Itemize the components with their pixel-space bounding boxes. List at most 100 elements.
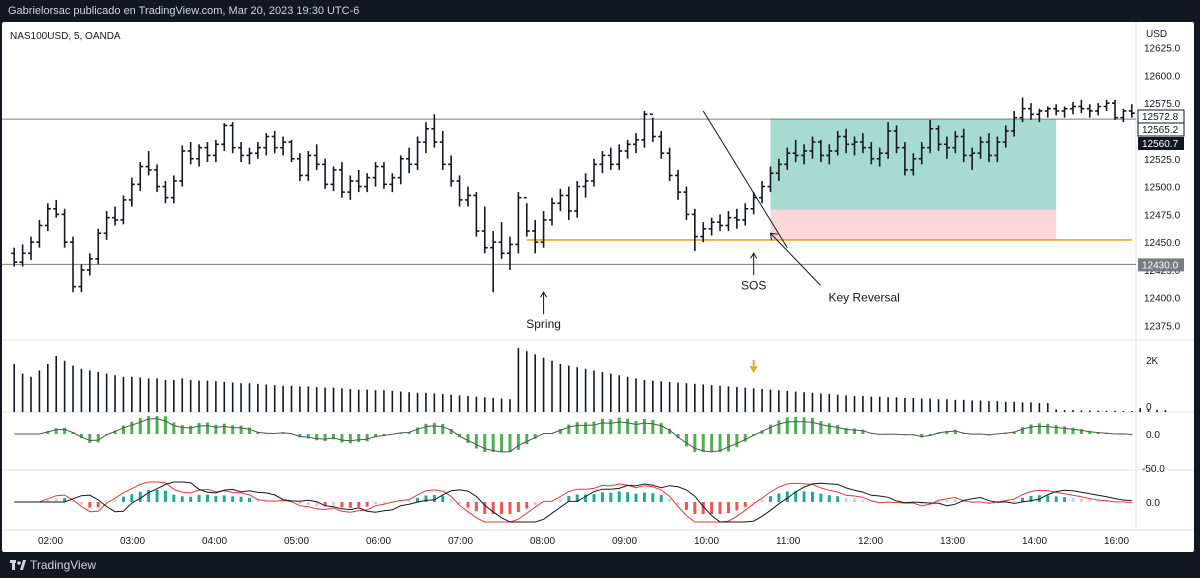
ohlc-bar — [36, 219, 43, 248]
macd-signal-line — [14, 418, 1132, 453]
ohlc-bar — [1011, 110, 1018, 137]
time-tick-label: 05:00 — [284, 536, 309, 547]
ohlc-bar — [28, 236, 35, 260]
ohlc-bar — [700, 222, 707, 243]
time-tick-label: 11:00 — [776, 536, 801, 547]
ohlc-bar — [414, 136, 421, 170]
ohlc-bar — [1120, 108, 1127, 123]
price-tick-label: 12475.0 — [1144, 210, 1181, 221]
ohlc-bar — [641, 110, 648, 148]
ohlc-bar — [817, 139, 824, 163]
ohlc-bar — [901, 142, 908, 176]
time-tick-label: 13:00 — [940, 536, 965, 547]
ohlc-bar — [994, 136, 1001, 163]
ohlc-bar — [523, 196, 530, 237]
ohlc-bar — [95, 228, 102, 265]
ohlc-bar — [380, 162, 387, 189]
ohlc-bar — [834, 130, 841, 156]
ohlc-bar — [305, 150, 312, 181]
ohlc-bar — [464, 186, 471, 207]
ohlc-bar — [389, 173, 396, 193]
price-chart[interactable]: Spring SOS Key Reversal 12625.0 12600.0 1257… — [2, 22, 1194, 552]
ohlc-bar — [943, 136, 950, 159]
ohlc-bar — [1027, 103, 1034, 120]
chart-panel: Spring SOS Key Reversal 12625.0 12600.0 1257… — [2, 22, 1194, 552]
price-tick-label: 12450.0 — [1144, 238, 1181, 249]
ohlc-bar — [935, 125, 942, 151]
ohlc-bar — [397, 155, 404, 185]
attribution-text: Gabrielorsac publicado en TradingView.co… — [8, 5, 360, 17]
ohlc-bar — [506, 236, 513, 270]
ohlc-bar — [439, 130, 446, 170]
volume-axis-label: 2K — [1146, 356, 1159, 367]
ohlc-bar — [338, 162, 345, 198]
time-tick-label: 09:00 — [612, 536, 637, 547]
price-label-value: 12560.7 — [1142, 139, 1179, 150]
ohlc-bar — [355, 169, 362, 193]
trend-line — [702, 110, 788, 248]
price-label-value: 12430.0 — [1142, 260, 1179, 271]
ohlc-bar — [591, 158, 598, 187]
ohlc-bar — [322, 158, 329, 189]
footer-brand: TradingView — [30, 558, 97, 572]
ohlc-bar — [498, 222, 505, 259]
ohlc-bar — [1086, 104, 1093, 118]
ohlc-bar — [607, 147, 614, 170]
price-tick-label: 12525.0 — [1144, 155, 1181, 166]
time-tick-label: 12:00 — [858, 536, 883, 547]
ohlc-bar — [515, 192, 522, 254]
ohlc-bar — [666, 147, 673, 181]
ohlc-bar — [557, 188, 564, 212]
ohlc-bar — [1128, 104, 1135, 118]
ohlc-bar — [1111, 99, 1118, 120]
ohlc-bar — [179, 145, 186, 187]
time-tick-label: 02:00 — [38, 536, 63, 547]
ohlc-bar — [985, 133, 992, 163]
price-tick-label: 12625.0 — [1144, 44, 1181, 55]
ohlc-bar — [708, 217, 715, 236]
annotation-arrow — [770, 232, 821, 286]
time-tick-label: 03:00 — [120, 536, 145, 547]
ohlc-bar — [675, 169, 682, 200]
ohlc-bar — [1036, 108, 1043, 123]
time-tick-label: 14:00 — [1022, 536, 1047, 547]
ohlc-bar — [431, 114, 438, 148]
ohlc-bar — [843, 128, 850, 154]
ohlc-bar — [792, 139, 799, 163]
ohlc-bar — [448, 155, 455, 187]
price-label-value: 12572.8 — [1142, 112, 1179, 123]
ohlc-bar — [826, 144, 833, 165]
ohlc-bar — [456, 175, 463, 207]
ohlc-bar — [162, 181, 169, 204]
tradingview-logo-icon — [10, 560, 26, 570]
ohlc-bar — [103, 211, 110, 240]
time-tick-label: 10:00 — [694, 536, 719, 547]
ohlc-bar — [313, 144, 320, 170]
ohlc-bar — [481, 206, 488, 254]
ohlc-bar — [893, 125, 900, 154]
ohlc-bar — [170, 175, 177, 204]
ohlc-bar — [599, 150, 606, 174]
ohlc-bar — [582, 173, 589, 198]
currency-label: USD — [1146, 29, 1167, 40]
ohlc-bar — [868, 142, 875, 165]
ohlc-bar — [649, 113, 656, 143]
ohlc-bar — [801, 144, 808, 165]
annotation-arrowhead — [769, 232, 778, 241]
ohlc-bar — [1069, 102, 1076, 115]
ohlc-bar — [11, 247, 18, 267]
ohlc-bar — [750, 192, 757, 215]
macd-axis-label: -50.0 — [1142, 464, 1165, 475]
ohlc-bar — [137, 162, 144, 192]
ohlc-bar — [1002, 125, 1009, 148]
ohlc-bar — [977, 136, 984, 159]
ohlc-bar — [364, 173, 371, 193]
price-tick-label: 12400.0 — [1144, 294, 1181, 305]
ohlc-bar — [406, 147, 413, 174]
ohlc-bar — [187, 142, 194, 165]
ohlc-bar — [767, 166, 774, 193]
annotation-arrowhead — [540, 291, 548, 298]
ohlc-bar — [78, 264, 85, 293]
ohlc-bar — [229, 122, 236, 154]
